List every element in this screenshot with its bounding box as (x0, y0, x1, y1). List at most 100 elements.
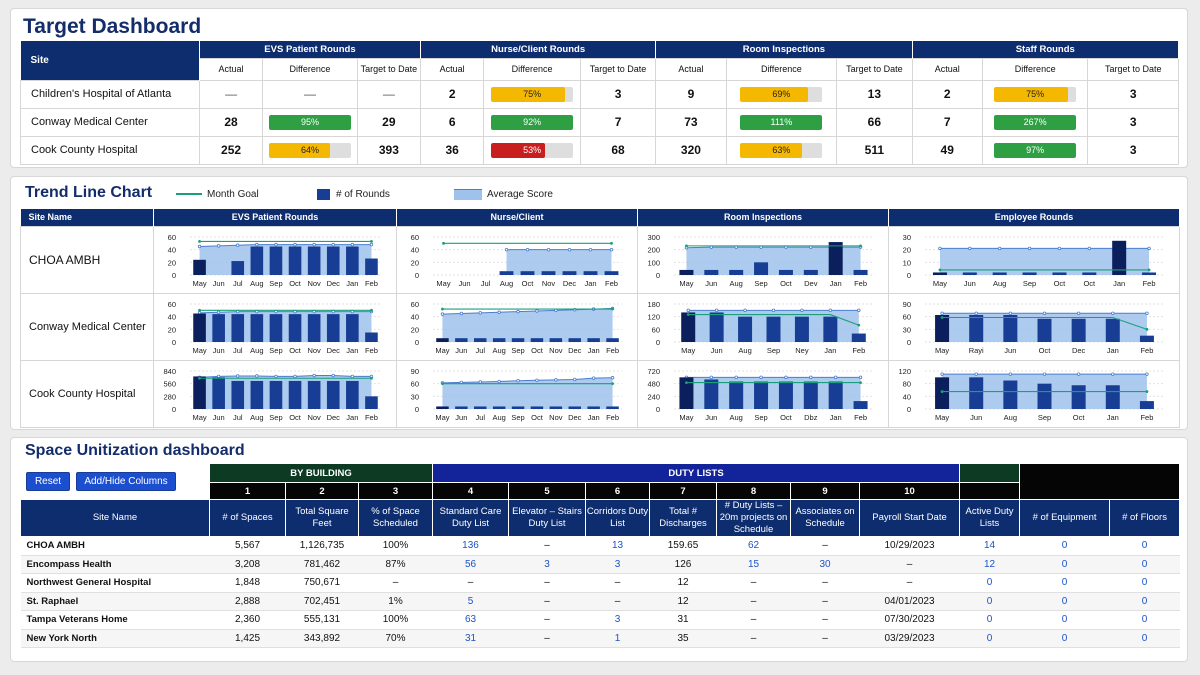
column-header[interactable]: Associates on Schedule (790, 499, 861, 537)
average-score-point (274, 242, 278, 246)
x-tick-label: Sep (269, 346, 282, 355)
x-tick-label: Jan (346, 346, 358, 355)
trend-chart-title: Trend Line Chart (25, 184, 153, 201)
difference-cell: 95% (262, 107, 358, 137)
average-score-line (442, 376, 613, 383)
y-tick-label: 100 (647, 258, 660, 267)
difference-cell: 111% (725, 107, 838, 137)
link-value[interactable]: 0 (1019, 592, 1110, 611)
link-value[interactable]: 3 (585, 610, 650, 630)
link-value[interactable]: 13 (585, 536, 650, 556)
y-tick-label: 20 (903, 245, 911, 254)
link-value[interactable]: 0 (1019, 629, 1110, 648)
progress-fill (740, 86, 808, 102)
column-header[interactable]: # of Spaces (209, 499, 286, 537)
column-header[interactable]: Site Name (20, 499, 210, 537)
x-tick-label: Aug (730, 279, 743, 288)
rounds-bar (794, 316, 809, 342)
link-value[interactable]: 3 (585, 555, 650, 574)
column-header[interactable]: % of Space Scheduled (357, 499, 434, 537)
average-score-point (1042, 371, 1047, 376)
cell-value: – (508, 573, 586, 593)
column-header[interactable]: Total Square Feet (285, 499, 359, 537)
x-tick-label: Jan (1107, 346, 1119, 355)
progress-fill (994, 142, 1077, 158)
link-value[interactable]: 136 (432, 536, 509, 556)
link-value[interactable]: 0 (959, 592, 1020, 611)
y-tick-label: 240 (647, 392, 660, 401)
difference-progress-bar: 75% (491, 86, 574, 102)
link-value[interactable]: 62 (716, 536, 791, 556)
group-by-building: BY BUILDING (208, 463, 434, 483)
trend-chart: 60 40 20 0 May Jun Jul Aug Sep Oct Nov Dec Jan Feb (168, 233, 381, 288)
link-value[interactable]: 0 (1109, 592, 1180, 611)
rounds-bar (231, 380, 245, 409)
column-header[interactable]: # of Equipment (1019, 499, 1111, 537)
link-value[interactable]: 0 (1109, 610, 1180, 630)
cell-value: 10/29/2023 (859, 536, 960, 556)
x-tick-label: Oct (1039, 346, 1052, 355)
x-tick-label: Dec (327, 413, 341, 422)
average-score-point (1145, 311, 1149, 315)
link-value[interactable]: 0 (1019, 536, 1110, 556)
link-value[interactable]: 15 (716, 555, 791, 574)
site-name: Conway Medical Center (20, 107, 200, 137)
column-header[interactable]: Elevator – Stairs Duty List (508, 499, 587, 537)
x-tick-label: Oct (531, 346, 544, 355)
average-score-point (255, 242, 259, 246)
average-score-area (686, 246, 861, 275)
x-tick-label: Dec (568, 346, 582, 355)
space-row: CHOA AMBH 5,567 1,126,735 100% 136–13 159.65 6… (20, 536, 1180, 556)
average-score-point (686, 308, 690, 312)
trend-col-employee: Employee Rounds (888, 209, 1180, 226)
x-tick-label: Jul (475, 413, 485, 422)
rounds-bar (307, 246, 321, 275)
month-goal-point (611, 307, 614, 310)
link-value[interactable]: 12 (959, 555, 1020, 574)
column-header[interactable]: Active Duty Lists (959, 499, 1021, 537)
column-header[interactable]: # Duty Lists – 20m projects on Schedule (716, 499, 792, 537)
link-value[interactable]: 0 (1109, 536, 1180, 556)
average-score-point (350, 374, 355, 378)
cell-value: – (790, 573, 860, 593)
link-value[interactable]: 31 (432, 629, 509, 648)
link-value[interactable]: 0 (1019, 555, 1110, 574)
link-value[interactable]: 0 (1019, 610, 1110, 630)
rounds-bar (738, 316, 753, 342)
link-value[interactable]: 5 (432, 592, 509, 611)
link-value[interactable]: 14 (959, 536, 1020, 556)
x-tick-label: Nov (542, 279, 556, 288)
average-score-point (312, 373, 316, 377)
column-header[interactable]: Payroll Start Date (859, 499, 961, 537)
link-value[interactable]: 63 (432, 610, 509, 630)
link-value[interactable]: 0 (1109, 573, 1180, 593)
link-value[interactable]: 1 (585, 629, 650, 648)
y-tick-label: 90 (411, 367, 419, 376)
column-header[interactable]: # of Floors (1109, 499, 1181, 537)
link-value[interactable]: 0 (959, 573, 1020, 593)
link-value[interactable]: 56 (432, 555, 509, 574)
add-hide-columns-button[interactable]: Add/Hide Columns (76, 472, 176, 491)
x-tick-label: Jun (964, 279, 976, 288)
link-value[interactable]: 3 (508, 555, 586, 574)
link-value[interactable]: 0 (1109, 629, 1180, 648)
difference-cell: 267% (981, 107, 1089, 137)
column-header[interactable]: Total # Discharges (649, 499, 718, 537)
progress-fill (740, 114, 823, 130)
link-value[interactable]: 30 (790, 555, 860, 574)
x-tick-label: Jun (213, 279, 225, 288)
link-value[interactable]: 0 (959, 610, 1020, 630)
link-value[interactable]: 0 (1109, 555, 1180, 574)
link-value[interactable]: 0 (1019, 573, 1110, 593)
x-tick-label: Aug (492, 346, 505, 355)
column-header[interactable]: Standard Care Duty List (432, 499, 510, 537)
y-tick-label: 480 (647, 379, 660, 388)
reset-button[interactable]: Reset (26, 472, 70, 491)
y-tick-label: 0 (415, 405, 419, 414)
x-tick-label: May (681, 346, 695, 355)
column-header[interactable]: Corridors Duty List (585, 499, 651, 537)
x-tick-label: May (679, 413, 693, 422)
sub-header-actual: Actual (911, 57, 983, 81)
x-tick-label: Jul (233, 346, 243, 355)
link-value[interactable]: 0 (959, 629, 1020, 648)
